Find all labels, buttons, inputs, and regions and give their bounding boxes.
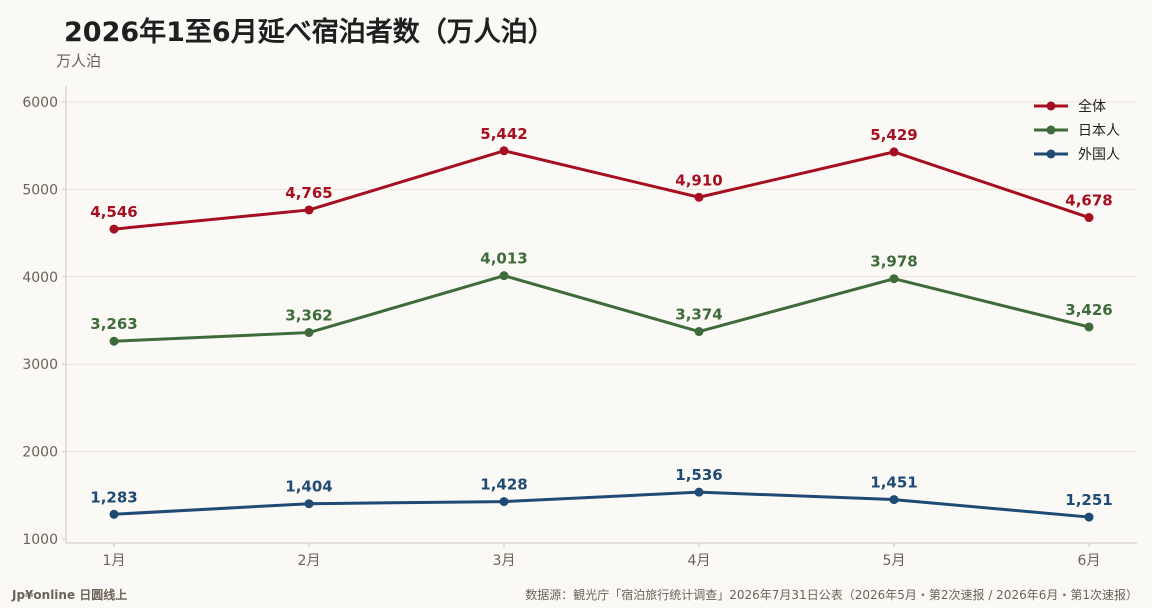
data-point	[889, 495, 899, 505]
series-1: 4,546 4,765 5,442 4,910 5,429 4,678	[90, 125, 1113, 234]
data-label: 3,263	[90, 315, 137, 333]
data-label: 4,546	[90, 203, 137, 221]
x-tick-label: 4月	[688, 553, 711, 569]
x-tick-label: 1月	[103, 553, 126, 569]
data-point	[694, 327, 704, 337]
y-tick-label: 1000	[22, 532, 58, 548]
data-label: 1,451	[870, 474, 917, 492]
x-tick-label: 5月	[883, 553, 906, 569]
series-3: 1,283 1,404 1,428 1,536 1,451 1,251	[90, 466, 1113, 522]
legend-item: 日本人	[1034, 123, 1120, 139]
data-point	[889, 274, 899, 284]
y-tick-label: 3000	[22, 357, 58, 373]
series-line	[113, 274, 1090, 343]
legend-swatch-marker	[1046, 101, 1056, 111]
x-tick-label: 3月	[493, 553, 516, 569]
y-axis-unit-label: 万人泊	[56, 52, 102, 70]
legend-label: 全体	[1078, 98, 1106, 115]
legend-label: 日本人	[1078, 123, 1120, 139]
legend-item: 全体	[1034, 98, 1106, 115]
y-tick-label: 6000	[22, 95, 58, 111]
gridlines	[66, 101, 1137, 453]
data-label: 3,362	[285, 307, 332, 325]
data-label: 4,678	[1065, 192, 1112, 210]
data-point	[109, 224, 119, 234]
legend-swatch-marker	[1046, 149, 1056, 159]
data-point	[304, 205, 314, 215]
data-point	[1084, 322, 1094, 332]
data-label: 3,374	[675, 306, 722, 324]
data-label: 4,013	[480, 250, 527, 268]
data-point	[1084, 213, 1094, 223]
data-label: 3,978	[870, 253, 917, 271]
data-point	[304, 499, 314, 509]
data-point	[694, 192, 704, 202]
data-label: 4,910	[675, 171, 722, 189]
data-point	[109, 509, 119, 519]
legend-swatch-marker	[1046, 125, 1056, 135]
data-label: 1,283	[90, 488, 137, 506]
data-point	[694, 487, 704, 497]
data-label: 1,404	[285, 478, 332, 496]
brand-logo-text: Jp¥online 日圆线上	[12, 588, 128, 602]
data-label: 1,428	[480, 476, 527, 494]
legend-label: 外国人	[1078, 147, 1120, 163]
data-label: 5,429	[870, 126, 917, 144]
x-tick-label: 2月	[298, 553, 321, 569]
chart-title: 2026年1至6月延べ宿泊者数（万人泊）	[64, 17, 555, 48]
legend-item: 外国人	[1034, 147, 1120, 163]
series-line	[113, 149, 1090, 231]
data-label: 4,765	[285, 184, 332, 202]
y-tick-label: 5000	[22, 182, 58, 198]
y-tick-label: 4000	[22, 270, 58, 286]
data-point	[889, 147, 899, 157]
data-point	[304, 328, 314, 338]
series-line	[113, 490, 1090, 519]
data-point	[1084, 512, 1094, 522]
series-2: 3,263 3,362 4,013 3,374 3,978 3,426	[90, 250, 1113, 346]
y-tick-label: 2000	[22, 445, 58, 461]
data-point	[499, 146, 509, 156]
data-label: 5,442	[480, 125, 527, 143]
data-label: 1,251	[1065, 491, 1112, 509]
axes: 1000 2000 3000 4000 5000 6000 1月 2月 3月 4月 5月 6月	[22, 86, 1137, 569]
source-note: 数据源：観光庁「宿泊旅行统计调查」2026年7月31日公表（2026年5月・第2…	[525, 588, 1138, 602]
x-tick-label: 6月	[1078, 553, 1101, 569]
series-group: 4,546 4,765 5,442 4,910 5,429 4,678 3,263 3,362…	[90, 125, 1113, 522]
data-point	[499, 271, 509, 281]
data-label: 1,536	[675, 466, 722, 484]
data-point	[499, 497, 509, 507]
data-point	[109, 336, 119, 346]
data-label: 3,426	[1065, 301, 1112, 319]
